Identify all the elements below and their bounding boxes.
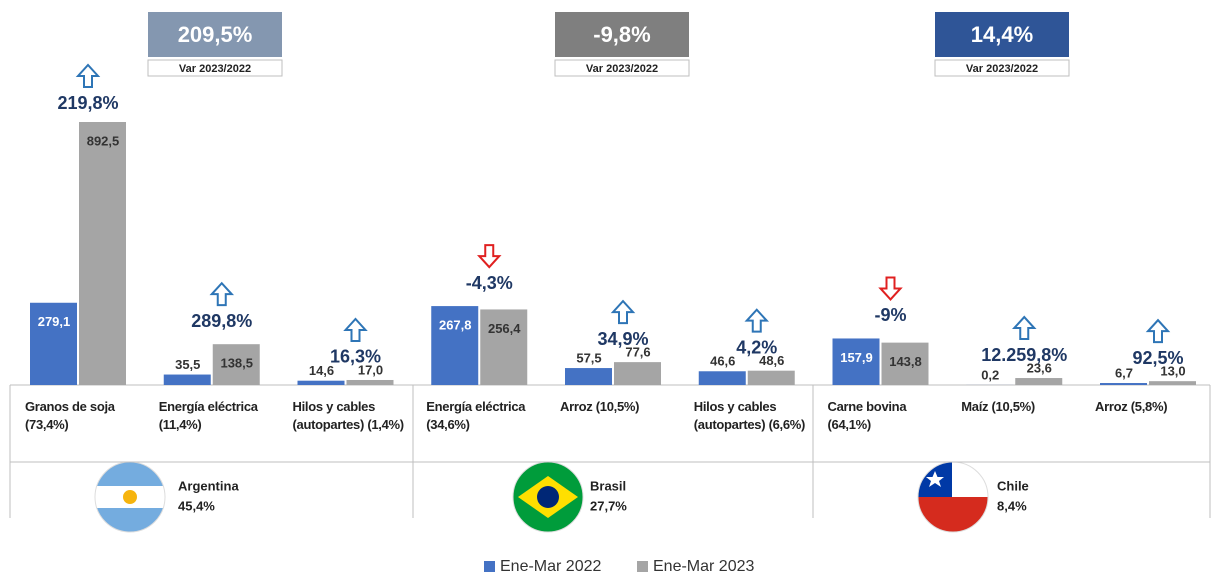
total-label: Var 2023/2022 — [179, 63, 251, 75]
bar — [163, 374, 211, 385]
value-label: 256,4 — [488, 321, 521, 336]
group-share: 45,4% — [178, 498, 215, 513]
total-change: 209,5% — [178, 22, 253, 47]
bar — [431, 306, 479, 385]
change-label: 92,5% — [1132, 348, 1183, 368]
bar — [480, 309, 528, 385]
total-label-box — [554, 59, 690, 77]
category-label: Energía eléctrica (34,6%) — [426, 399, 526, 432]
group-name: Argentina — [178, 478, 239, 493]
value-label: 267,8 — [439, 318, 472, 333]
total-label: Var 2023/2022 — [586, 63, 658, 75]
total-label-box — [147, 59, 283, 77]
total-box — [148, 12, 282, 57]
bar — [30, 302, 77, 385]
change-arrow — [75, 63, 101, 88]
bar — [79, 122, 126, 385]
value-label: 6,7 — [1115, 365, 1133, 380]
value-label: 57,5 — [576, 350, 601, 365]
change-label: 16,3% — [330, 347, 381, 367]
change-label: -4,3% — [466, 273, 513, 293]
change-arrow — [209, 281, 235, 307]
group-name: Brasil — [590, 478, 626, 493]
change-arrow — [343, 317, 368, 342]
change-arrow — [610, 299, 636, 325]
value-label: 23,6 — [1027, 360, 1052, 375]
category-label: Carne bovina (64,1%) — [827, 399, 907, 432]
value-label: 892,5 — [87, 133, 120, 148]
bar — [297, 380, 345, 385]
category-label: Maíz (10,5%) — [961, 399, 1035, 414]
change-label: 219,8% — [57, 93, 118, 113]
category-label: Energía eléctrica (11,4%) — [158, 399, 258, 432]
legend-swatch — [637, 561, 648, 572]
value-label: 17,0 — [358, 362, 383, 377]
legend-label: Ene-Mar 2022 — [500, 558, 601, 575]
bar — [832, 338, 880, 385]
value-label: 157,9 — [840, 350, 873, 365]
value-label: 13,0 — [1160, 364, 1185, 379]
bar — [1015, 378, 1063, 385]
value-label: 46,6 — [710, 354, 735, 369]
value-label: 48,6 — [759, 353, 784, 368]
bar — [565, 368, 612, 385]
bar — [747, 370, 795, 385]
flag-brasil — [513, 462, 583, 532]
legend-label: Ene-Mar 2023 — [653, 558, 754, 575]
bar — [698, 371, 746, 385]
bar — [614, 362, 661, 385]
value-label: 35,5 — [175, 357, 200, 372]
value-label: 279,1 — [38, 314, 71, 329]
total-change: -9,8% — [593, 22, 650, 47]
category-label: Arroz (5,8%) — [1095, 399, 1168, 414]
change-label: -9% — [874, 305, 906, 325]
change-arrow — [476, 244, 502, 269]
value-label: 138,5 — [220, 356, 253, 371]
bar — [212, 344, 260, 385]
bar — [1149, 381, 1196, 385]
total-box — [935, 12, 1069, 57]
change-arrow — [878, 276, 903, 301]
change-label: 4,2% — [736, 337, 777, 357]
change-label: 12.259,8% — [981, 345, 1067, 365]
total-label: Var 2023/2022 — [966, 63, 1038, 75]
total-box — [555, 12, 689, 57]
group-share: 8,4% — [997, 498, 1027, 513]
category-label: Granos de soja (73,4%) — [25, 399, 115, 432]
change-label: 34,9% — [597, 329, 648, 349]
value-label: 0,2 — [981, 367, 999, 382]
group-name: Chile — [997, 478, 1029, 493]
bar — [1100, 383, 1147, 385]
group-share: 27,7% — [590, 498, 627, 513]
value-label: 14,6 — [309, 363, 334, 378]
legend-swatch — [484, 561, 495, 572]
value-label: 143,8 — [889, 354, 922, 369]
bar — [881, 342, 929, 385]
value-label: 77,6 — [625, 345, 650, 360]
change-arrow — [1011, 315, 1037, 341]
change-label: 289,8% — [191, 311, 252, 331]
change-arrow — [744, 308, 770, 333]
category-label: Arroz (10,5%) — [560, 399, 640, 414]
change-arrow — [1145, 318, 1171, 344]
category-label: Hilos y cables (autopartes) (6,6%) — [693, 399, 806, 432]
total-label-box — [934, 59, 1070, 77]
category-label: Hilos y cables (autopartes) (1,4%) — [292, 399, 405, 432]
bar — [346, 379, 394, 385]
total-change: 14,4% — [971, 22, 1033, 47]
